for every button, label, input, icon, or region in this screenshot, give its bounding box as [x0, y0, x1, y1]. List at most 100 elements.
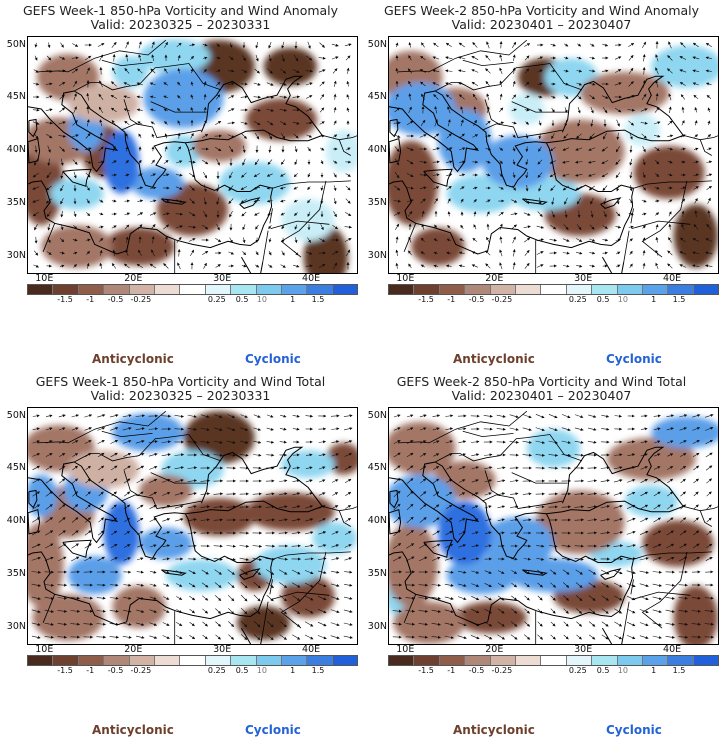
wind-arrow [306, 108, 313, 112]
wind-arrow [124, 173, 130, 177]
country-border [397, 39, 528, 73]
wind-arrow [681, 223, 685, 230]
wind-arrow [652, 596, 662, 600]
lat-label: 50N [6, 409, 26, 421]
wind-arrow [407, 211, 413, 217]
wind-arrow [32, 465, 41, 471]
wind-arrow [509, 414, 519, 419]
wind-arrow [668, 237, 672, 243]
wind-arrow [112, 67, 116, 75]
coastline [28, 118, 38, 138]
wind-arrow [446, 186, 452, 190]
cyclonic-area [509, 558, 598, 593]
wind-arrow [187, 518, 197, 522]
anticyclonic-legend: Anticyclonic [453, 352, 535, 366]
wind-arrow [265, 518, 275, 522]
wind-arrow [215, 56, 221, 60]
wind-arrow [202, 159, 209, 165]
wind-arrow [59, 427, 66, 431]
wind-arrow [241, 211, 247, 217]
wind-arrow [150, 121, 156, 125]
wind-arrow [642, 159, 646, 166]
wind-arrow [266, 594, 274, 602]
wind-arrow [213, 427, 223, 431]
colorbar-tick-label: 1 [651, 295, 657, 304]
anticyclonic-legend: Anticyclonic [92, 352, 174, 366]
wind-arrow [177, 107, 181, 112]
wind-arrow [331, 479, 339, 483]
wind-arrow [176, 596, 183, 600]
wind-arrow [512, 94, 517, 100]
wind-arrow [149, 570, 157, 574]
wind-arrow [320, 160, 324, 165]
wind-arrow [524, 249, 530, 256]
wind-arrow [110, 94, 118, 99]
wind-arrow [576, 69, 583, 73]
wind-arrow [577, 107, 581, 114]
wind-arrow [33, 250, 39, 256]
wind-arrow [73, 251, 78, 255]
country-border [633, 180, 712, 189]
wind-arrow [693, 478, 699, 484]
wind-arrow [512, 159, 516, 165]
wind-arrow [692, 56, 700, 60]
wind-arrow [550, 608, 556, 614]
wind-arrow [72, 491, 79, 497]
wind-arrow [486, 93, 490, 101]
wind-arrow [252, 544, 263, 548]
coastline [28, 90, 119, 173]
wind-arrow [72, 478, 79, 484]
wind-arrow [124, 531, 131, 535]
wind-arrow [149, 82, 156, 86]
colorbar-tick-label: -1 [86, 295, 95, 304]
wind-arrow [318, 466, 326, 470]
wind-arrow [318, 492, 326, 496]
wind-arrow [344, 531, 352, 535]
wind-arrow [473, 224, 477, 230]
wind-arrow [512, 54, 516, 62]
wind-arrow [497, 634, 506, 640]
wind-arrow [485, 80, 491, 87]
country-border [36, 39, 167, 73]
wind-arrow [693, 517, 699, 523]
wind-arrow [626, 583, 636, 588]
wind-arrow [589, 224, 595, 230]
wind-arrow [71, 556, 80, 562]
wind-arrow [228, 621, 235, 628]
wind-arrow [589, 56, 596, 60]
wind-arrow [447, 211, 451, 217]
wind-arrow [588, 414, 597, 418]
wind-arrow [575, 147, 583, 151]
wind-arrow [122, 427, 132, 431]
wind-arrow [72, 68, 79, 74]
wind-arrow [253, 121, 261, 125]
wind-arrow [190, 68, 194, 74]
wind-arrow [32, 440, 40, 444]
wind-arrow [408, 55, 412, 61]
wind-arrow [98, 225, 104, 229]
wind-arrow [177, 81, 181, 86]
coastline [389, 137, 402, 164]
wind-arrow [32, 199, 40, 203]
wind-arrow [85, 504, 91, 510]
wind-arrow [524, 108, 530, 112]
wind-arrow [458, 440, 467, 444]
wind-arrow [122, 439, 132, 444]
wind-arrow [655, 173, 660, 177]
wind-arrow [138, 41, 142, 49]
wind-arrow [331, 531, 339, 535]
vorticity-map [389, 39, 718, 273]
wind-arrow [71, 543, 80, 549]
wind-arrow [292, 466, 300, 470]
wind-arrow [189, 185, 195, 191]
wind-arrow [639, 557, 649, 561]
wind-arrow [524, 81, 530, 87]
anticyclonic-area [642, 520, 714, 567]
wind-arrow [240, 594, 248, 602]
wind-arrow [562, 147, 570, 151]
wind-arrow [306, 251, 313, 255]
wind-arrow [177, 262, 181, 270]
wind-arrow [706, 185, 712, 190]
wind-arrow [344, 225, 352, 229]
coastlines [28, 39, 357, 273]
